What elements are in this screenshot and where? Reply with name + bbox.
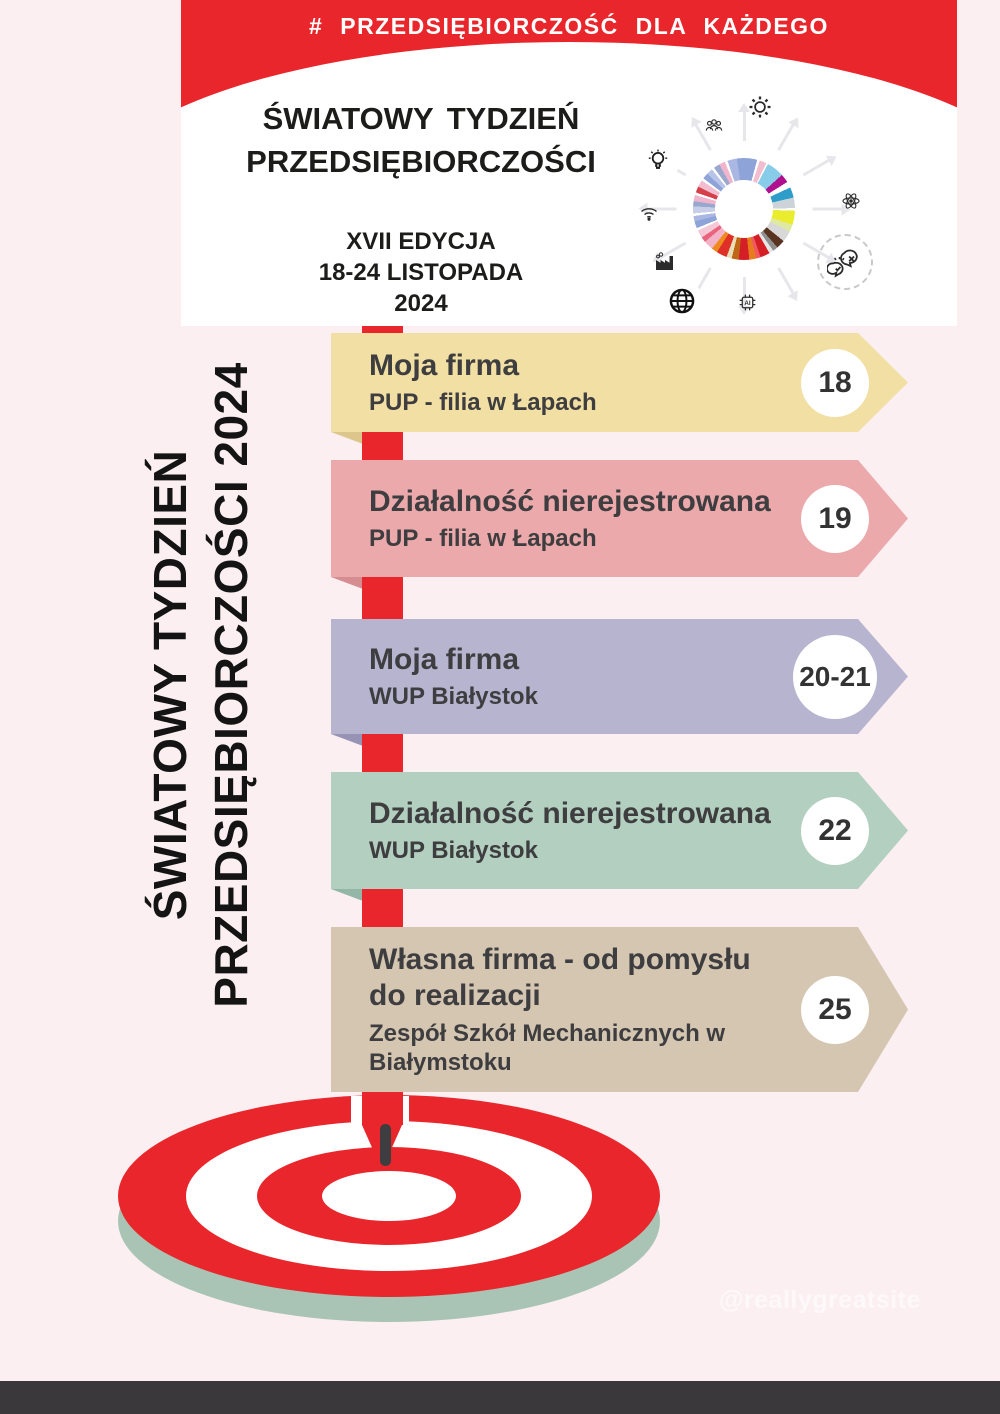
- svg-text:AI: AI: [744, 300, 751, 307]
- event-title-text: Działalność nierejestrowana: [369, 796, 771, 830]
- event-organizer-text: WUP Białystok: [369, 837, 538, 865]
- colorful-donut-ring: [693, 158, 795, 260]
- chat-approval-icon: [817, 234, 873, 290]
- edition-number: XVII EDYCJA: [346, 228, 496, 255]
- gew-logo: AI: [604, 91, 884, 326]
- event-banner-dzialalnosc-pup: Działalność nierejestrowana PUP - filia …: [331, 460, 908, 577]
- logo-arrow: [776, 267, 797, 299]
- logo-arrow: [802, 156, 834, 177]
- atom-icon: [840, 190, 862, 212]
- gear-icon: [746, 93, 774, 121]
- event-banner-wlasna-firma: Własna firma - od pomysłu do realizacji …: [331, 927, 908, 1092]
- day-badge: 22: [801, 797, 869, 865]
- edition-dates: 18-24 LISTOPADA: [318, 259, 524, 287]
- event-banner-moja-firma-wup: Moja firma WUP Białystok 20-21: [331, 619, 908, 734]
- side-title-line1: ŚWIATOWY TYDZIEŃ: [144, 449, 196, 921]
- event-banner-dzialalnosc-wup: Działalność nierejestrowana WUP Białysto…: [331, 772, 908, 889]
- lightbulb-icon: [636, 138, 680, 182]
- event-title: ŚWIATOWY TYDZIEŃ PRZEDSIĘBIORCZOŚCI: [181, 98, 661, 184]
- day-badge: 19: [801, 485, 869, 553]
- event-title-text: Moja firma: [369, 348, 520, 382]
- event-organizer-text: PUP - filia w Łapach: [369, 389, 597, 417]
- event-title-line2: PRZEDSIĘBIORCZOŚCI: [246, 143, 596, 179]
- event-title-line1: ŚWIATOWY TYDZIEŃ: [262, 101, 580, 136]
- event-organizer-text: Zespół Szkół Mechanicznych w Białymstoku: [369, 1019, 726, 1077]
- event-title-text: Moja firma: [369, 642, 520, 676]
- hashtag-slogan: # PRZEDSIĘBIORCZOŚĆ DLA KAŻDEGO: [309, 13, 829, 39]
- event-organizer-text: WUP Białystok: [369, 683, 538, 711]
- ai-chip-icon: AI: [736, 291, 759, 314]
- target-center: [322, 1171, 456, 1221]
- logo-arrow: [776, 119, 797, 151]
- day-badge: 20-21: [793, 635, 877, 719]
- edition-info: XVII EDYCJA 18-24 LISTOPADA 2024: [181, 226, 661, 320]
- event-title-text: Własna firma - od pomysłu do realizacji: [369, 942, 751, 1013]
- day-badge: 18: [801, 349, 869, 417]
- vertical-side-title: ŚWIATOWY TYDZIEŃ PRZEDSIĘBIORCZOŚCI 2024: [140, 335, 270, 1035]
- footer-bar: [0, 1381, 1000, 1414]
- factory-icon: [653, 251, 676, 273]
- edition-year: 2024: [394, 290, 448, 318]
- event-banner-moja-firma-pup: Moja firma PUP - filia w Łapach 18: [331, 333, 908, 432]
- target-pin: [380, 1124, 391, 1166]
- side-title-line2: PRZEDSIĘBIORCZOŚCI 2024: [204, 362, 257, 1008]
- team-icon: [703, 117, 725, 137]
- event-title-text: Działalność nierejestrowana: [369, 484, 771, 518]
- header-card: # PRZEDSIĘBIORCZOŚĆ DLA KAŻDEGO ŚWIATOWY…: [181, 0, 957, 326]
- wifi-icon: [639, 204, 659, 221]
- logo-arrow: [738, 103, 750, 141]
- event-organizer-text: PUP - filia w Łapach: [369, 525, 597, 553]
- day-badge: 25: [801, 976, 869, 1044]
- watermark-text: @reallygreatsite: [719, 1286, 921, 1314]
- globe-icon: [661, 280, 703, 322]
